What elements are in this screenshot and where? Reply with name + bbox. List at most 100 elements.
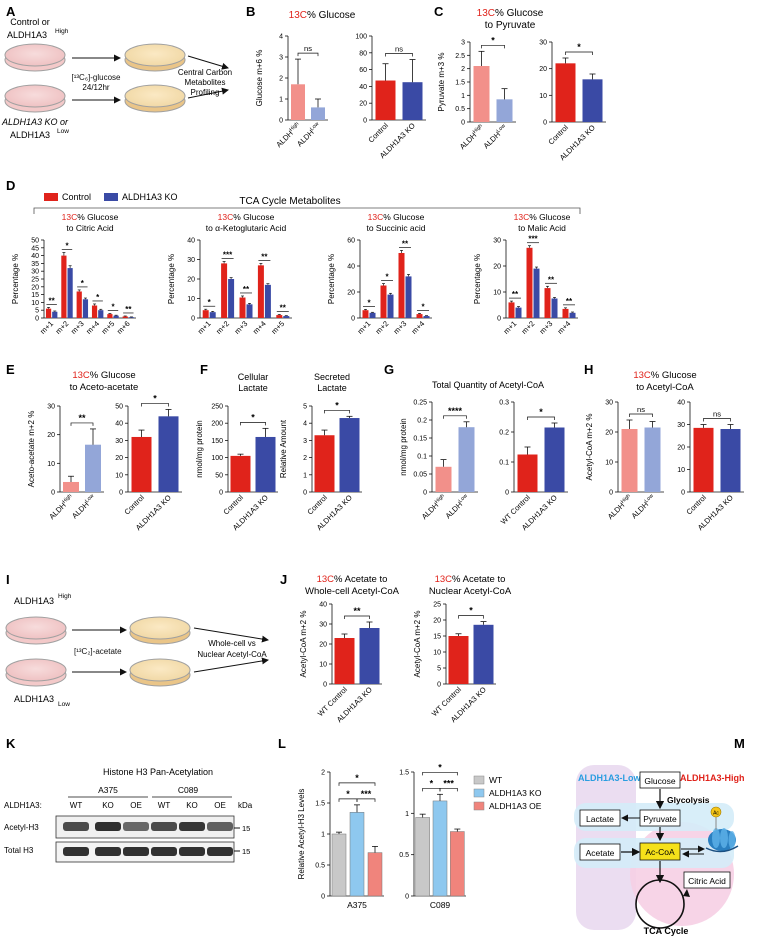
y-tick-label: 0: [681, 490, 685, 497]
y-tick-label: 100: [355, 34, 367, 41]
y-tick-label: 30: [605, 400, 613, 407]
bar: [76, 291, 82, 318]
y-tick-label: 20: [539, 66, 547, 73]
y-tick-label: 0: [191, 316, 195, 323]
k-band-acetyl: [63, 822, 89, 831]
chart-title: 13C% Glucose: [514, 212, 571, 222]
y-tick-label: 10: [677, 467, 685, 474]
d-header: TCA Cycle Metabolites: [239, 196, 340, 207]
k-band-acetyl: [123, 822, 149, 831]
y-axis-label: Percentage %: [473, 254, 482, 304]
bar: [349, 812, 365, 897]
x-tick-label: m+3: [392, 319, 409, 336]
y-tick-label: 2: [303, 455, 307, 462]
y-axis-label: Relative Acetyl-H3 Levels: [297, 789, 306, 880]
bar: [291, 84, 305, 120]
a-dish-bottom-left: [4, 84, 66, 113]
panel-label-h: H: [584, 362, 593, 377]
d-legend-ko: ALDH1A3 KO: [122, 192, 178, 202]
k-lane-label: KO: [186, 801, 198, 810]
y-tick-label: 0: [119, 490, 123, 497]
chart-title: 13C% Glucose: [368, 212, 425, 222]
bar: [432, 800, 448, 897]
y-tick-label: 1.5: [455, 80, 465, 87]
x-tick-label: m+3: [538, 319, 555, 336]
panel-a-schematic: Control or ALDH1A3 High [¹³C₆]-glucose 2…: [1, 17, 232, 140]
panel-label-d: D: [6, 178, 15, 193]
y-tick-label: 20: [433, 618, 441, 625]
m-tca-label: TCA Cycle: [644, 926, 689, 936]
y-tick-label: 5: [35, 308, 39, 315]
x-axis-label: C089: [430, 900, 451, 910]
bar: [122, 316, 128, 318]
bar: [423, 316, 430, 318]
y-tick-label: 1.5: [399, 770, 409, 777]
bar: [402, 82, 423, 120]
k-line-c089: C089: [178, 785, 199, 795]
x-tick-label: m+5: [100, 319, 117, 336]
k-band-acetyl: [207, 822, 233, 831]
y-tick-label: 2: [279, 76, 283, 83]
chart-title: 13C% Glucose: [218, 212, 275, 222]
y-tick-label: 3: [461, 40, 465, 47]
chart-e1: 0 10 20 30 Aceto-acetate m+2 % ALDHHighALDHLo…: [27, 404, 104, 521]
bar: [264, 284, 271, 318]
sig-bracket: [422, 771, 458, 776]
l-legend-swatch-ko: [473, 788, 485, 798]
bar: [255, 436, 276, 492]
sig-label: *: [577, 42, 581, 52]
y-tick-label: 0.05: [413, 472, 427, 479]
bar: [644, 427, 661, 492]
k-line-a375: A375: [98, 785, 118, 795]
bar: [515, 307, 522, 318]
bar: [416, 314, 423, 318]
bar: [720, 429, 741, 492]
y-tick-label: 40: [319, 602, 327, 609]
k-band-acetyl: [95, 822, 121, 831]
bar: [221, 263, 228, 318]
k-mw2: 15: [242, 847, 250, 856]
k-bands: [63, 822, 233, 856]
x-tick-label: ALDHLow: [630, 493, 657, 520]
panel-label-b: B: [246, 4, 255, 19]
y-tick-label: 0: [461, 120, 465, 127]
y-tick-label: 60: [359, 67, 367, 74]
y-tick-label: 10: [31, 300, 39, 307]
m-pyruvate: Pyruvate: [643, 814, 677, 824]
y-tick-label: 0.1: [499, 460, 509, 467]
d-legend-swatch-ko: [104, 193, 118, 201]
bar: [551, 298, 558, 318]
sig-label: ***: [223, 250, 233, 259]
x-tick-label: ALDHHigh: [458, 123, 486, 151]
sig-label: **: [353, 606, 361, 616]
k-title: Histone H3 Pan-Acetylation: [103, 767, 213, 777]
j-title1: 13C% Acetate to: [317, 574, 388, 585]
sig-label: **: [78, 413, 86, 423]
y-tick-label: 40: [347, 264, 355, 271]
i-dish-bottom-right: [129, 658, 191, 687]
y-tick-label: 40: [359, 84, 367, 91]
y-axis-label: Pyruvate m+3 %: [437, 53, 446, 112]
y-tick-label: 50: [31, 238, 39, 245]
k-kda: kDa: [238, 801, 253, 810]
i-dish-top-left: [5, 616, 67, 645]
k-band-total: [207, 847, 233, 856]
m-citric: Citric Acid: [688, 876, 726, 886]
sig-label: *: [367, 298, 371, 307]
x-tick-label: m+2: [374, 319, 391, 336]
sig-label: *: [469, 606, 473, 616]
a-right2: Metabolites: [185, 78, 226, 87]
sig-label: **: [512, 290, 519, 299]
a-bottom-sup: Low: [57, 128, 69, 135]
bar: [526, 247, 533, 318]
x-tick-label: Control: [546, 123, 570, 147]
